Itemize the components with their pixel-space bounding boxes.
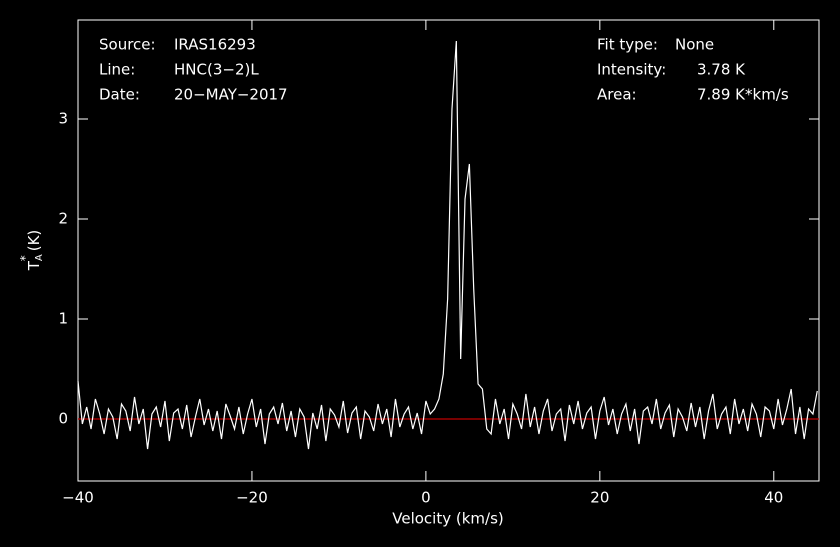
- info-label: Line:: [99, 61, 135, 79]
- info-value: HNC(3−2)L: [174, 61, 259, 79]
- y-axis-label: TA* (K): [18, 230, 46, 272]
- info-label: Fit type:: [597, 36, 658, 54]
- info-label: Intensity:: [597, 61, 666, 79]
- x-tick-label: −40: [62, 489, 94, 507]
- info-value: None: [675, 36, 714, 54]
- x-axis-label: Velocity (km/s): [392, 510, 503, 528]
- info-label: Source:: [99, 36, 156, 54]
- y-label-base: T: [25, 260, 43, 271]
- y-tick-label: 0: [58, 410, 68, 428]
- info-value: IRAS16293: [174, 36, 256, 54]
- x-tick-label: −20: [236, 489, 268, 507]
- x-tick-label: 0: [421, 489, 431, 507]
- info-value: 3.78 K: [697, 61, 746, 79]
- plot-frame: [77, 19, 820, 482]
- x-tick-label: 40: [764, 489, 783, 507]
- y-tick-label: 1: [58, 310, 68, 328]
- info-value: 7.89 K*km/s: [697, 86, 789, 104]
- x-tick-label: 20: [590, 489, 609, 507]
- info-label: Area:: [597, 86, 637, 104]
- spectrum-line: [77, 40, 818, 450]
- info-value: 20−MAY−2017: [174, 86, 288, 104]
- y-tick-label: 3: [58, 110, 68, 128]
- y-label-sub: A: [34, 254, 45, 261]
- y-label-unit: (K): [25, 230, 43, 252]
- y-label-sup: *: [18, 255, 32, 261]
- info-label: Date:: [99, 86, 140, 104]
- y-tick-label: 2: [58, 210, 68, 228]
